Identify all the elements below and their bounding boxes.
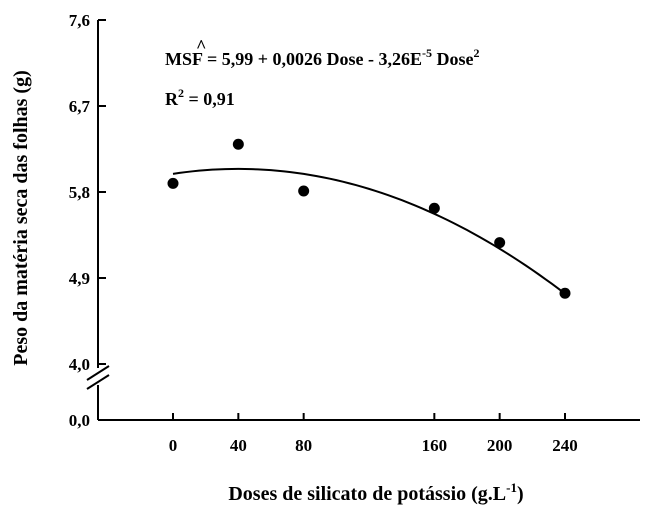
- r-squared-sup: 2: [178, 86, 184, 100]
- x-axis-label-sup: -1: [506, 480, 517, 495]
- axis-break-mark: [86, 365, 110, 390]
- y-axis-label: Peso da matéria seca das folhas (g): [10, 70, 32, 366]
- x-tick-label: 40: [230, 436, 247, 455]
- y-tick-label: 7,6: [69, 11, 90, 30]
- y-tick-label: 4,9: [69, 269, 90, 288]
- r-squared-value: = 0,91: [184, 89, 235, 109]
- equation-exponent-2: 2: [474, 46, 480, 60]
- x-axis-label-text: Doses de silicato de potássio (g.L: [228, 483, 506, 505]
- x-ticks: 0 40 80 160 200 240: [169, 413, 578, 455]
- r-squared-label: R: [165, 89, 179, 109]
- data-point: [232, 138, 244, 150]
- x-tick-label: 200: [487, 436, 513, 455]
- regression-curve: [172, 167, 566, 295]
- x-tick-label: 240: [552, 436, 578, 455]
- equation-rhs-1: = 5,99 + 0,0026 Dose - 3,26E: [207, 49, 422, 69]
- x-tick-label: 80: [295, 436, 312, 455]
- data-point: [428, 202, 440, 214]
- data-points: [167, 138, 571, 299]
- y-tick-label: 0,0: [69, 411, 90, 430]
- equation-rhs-2: Dose: [432, 49, 474, 69]
- x-tick-label: 160: [422, 436, 448, 455]
- data-point: [494, 237, 506, 249]
- x-tick-label: 0: [169, 436, 178, 455]
- equation-lhs: MSF: [165, 49, 203, 69]
- x-axis-label: Doses de silicato de potássio (g.L-1): [228, 480, 523, 505]
- y-tick-label: 6,7: [69, 97, 91, 116]
- r-squared: R2 = 0,91: [165, 86, 235, 109]
- y-tick-label: 5,8: [69, 183, 90, 202]
- equation-exponent-1: -5: [422, 46, 432, 60]
- data-point: [167, 177, 179, 189]
- y-tick-label: 4,0: [69, 355, 90, 374]
- regression-equation: MSF = 5,99 + 0,0026 Dose - 3,26E-5 Dose2: [165, 46, 480, 69]
- data-point: [298, 185, 310, 197]
- data-point: [559, 287, 571, 299]
- equation-hat: ^: [196, 36, 206, 56]
- x-axis-label-end: ): [517, 483, 524, 505]
- y-ticks: 0,0 4,0 4,9 5,8 6,7 7,6: [69, 11, 106, 430]
